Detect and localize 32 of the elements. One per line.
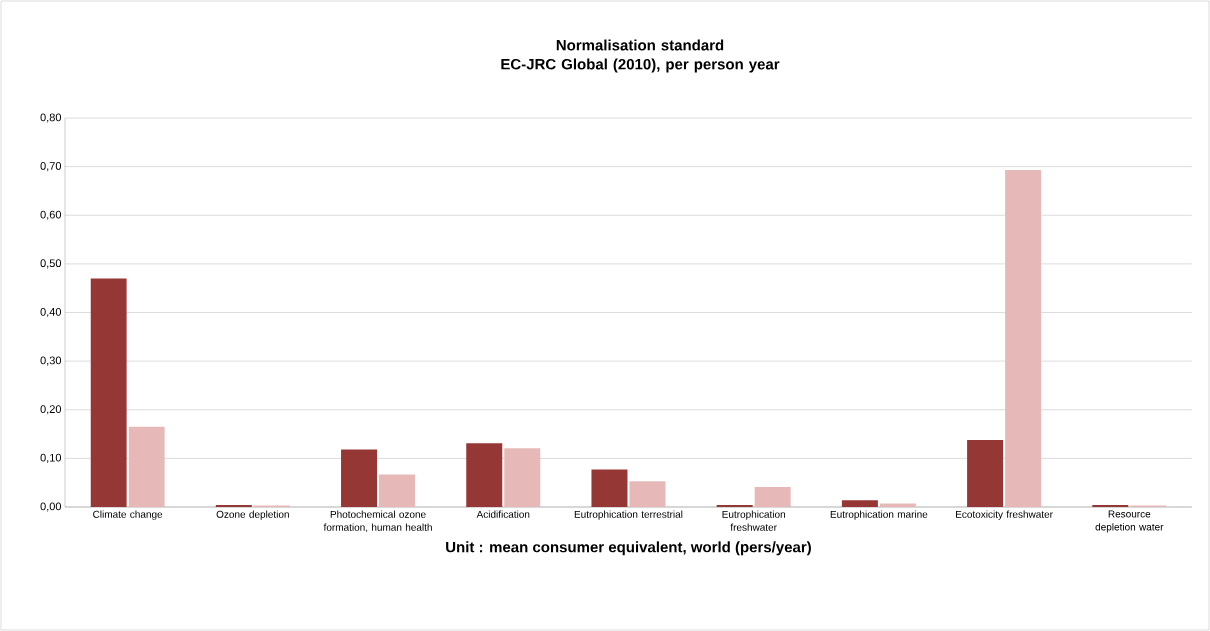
bar — [90, 278, 127, 507]
bar — [841, 500, 878, 507]
x-tick-label: Eutrophication terrestrial — [574, 510, 683, 520]
y-tick-label: 0,20 — [40, 405, 62, 415]
x-tick-label: Climate change — [93, 510, 163, 520]
bar — [466, 443, 503, 507]
bar — [1005, 170, 1042, 507]
bar — [504, 448, 541, 507]
bar — [754, 487, 791, 507]
chart-title: Normalisation standard EC-JRC Global (2010), per person year — [501, 39, 780, 73]
y-tick-label: 0,00 — [40, 502, 62, 512]
x-tick-label: Eutrophication freshwater — [722, 510, 785, 531]
bar — [379, 474, 416, 507]
x-tick-label: Resource depletion water — [1095, 510, 1164, 533]
x-tick-label: Acidification — [476, 510, 530, 518]
bar — [967, 439, 1004, 507]
bar — [591, 469, 628, 507]
y-tick-label: 0,10 — [40, 453, 62, 463]
x-tick-label: Ozone depletion — [216, 510, 289, 520]
y-tick-label: 0,80 — [40, 113, 62, 123]
bar — [128, 426, 165, 507]
x-tick-label: Photochemical ozone formation, human health — [323, 510, 432, 533]
y-tick-label: 0,70 — [40, 162, 62, 172]
y-tick-label: 0,30 — [40, 356, 62, 366]
y-tick-label: 0,50 — [40, 259, 62, 269]
y-tick-label: 0,60 — [40, 210, 62, 220]
x-tick-label: Eutrophication marine — [830, 510, 928, 520]
x-axis-title: Unit : mean consumer equivalent, world (pers/year) — [446, 541, 811, 556]
y-tick-label: 0,40 — [40, 307, 62, 318]
bar — [629, 481, 666, 507]
bar — [341, 449, 378, 507]
x-tick-label: Ecotoxicity freshwater — [956, 510, 1053, 520]
